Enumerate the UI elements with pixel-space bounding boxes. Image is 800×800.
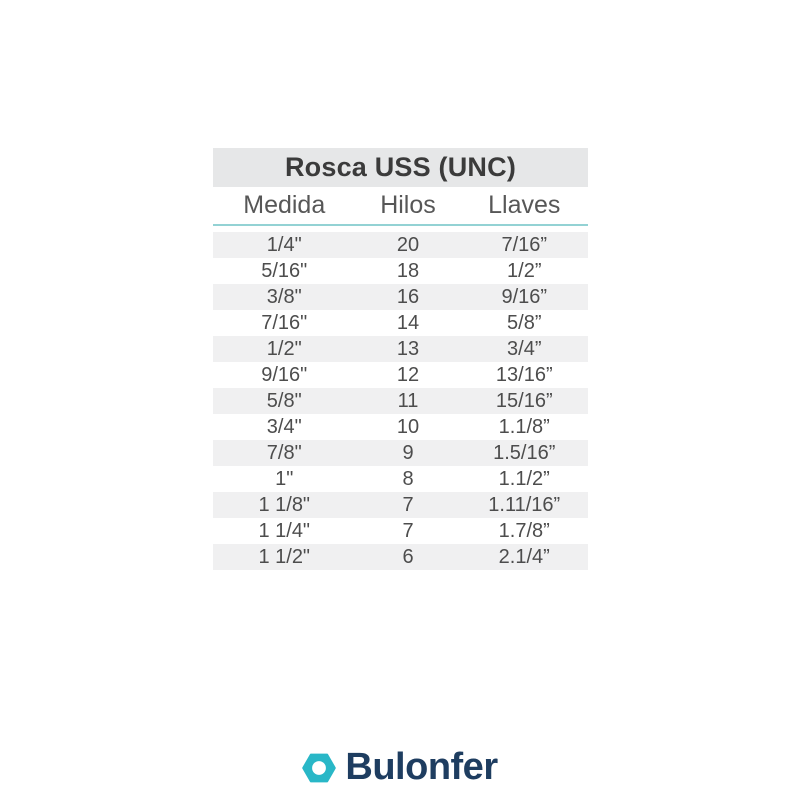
column-header-hilos: Hilos [380, 191, 436, 219]
thread-spec-table: Rosca USS (UNC) Medida Hilos Llaves 1/4"… [213, 148, 588, 570]
table-cell: 7 [402, 519, 414, 542]
table-row: 5/16" 18 1/2” [213, 258, 588, 284]
table-cell: 1 1/2" [258, 545, 311, 568]
brand-name: Bulonfer [345, 746, 498, 788]
table-cell: 1.11/16” [488, 493, 561, 516]
table-cell: 20 [396, 233, 420, 256]
table-row: 1 1/2" 6 2.1/4” [213, 544, 588, 570]
table-cell: 7/8" [266, 441, 302, 464]
table-cell: 1/2” [507, 259, 542, 282]
brand-logo: Bulonfer [0, 746, 800, 789]
table-row: 7/16" 14 5/8” [213, 310, 588, 336]
table-row: 1/4" 20 7/16” [213, 232, 588, 258]
table-cell: 9 [402, 441, 414, 464]
table-cell: 9/16" [261, 363, 308, 386]
table-cell: 13 [396, 337, 420, 360]
table-cell: 2.1/4” [498, 545, 550, 568]
table-row: 3/4" 10 1.1/8” [213, 414, 588, 440]
column-header-row: Medida Hilos Llaves [213, 187, 588, 226]
table-title-band: Rosca USS (UNC) [213, 148, 588, 187]
table-cell: 7 [402, 493, 414, 516]
table-cell: 12 [396, 363, 420, 386]
table-cell: 1 1/4" [258, 519, 311, 542]
table-body: 1/4" 20 7/16” 5/16" 18 1/2” 3/8" 16 9/16” 7/16" 14… [213, 232, 588, 570]
table-cell: 1/4" [266, 233, 302, 256]
table-cell: 16 [396, 285, 420, 308]
table-cell: 11 [397, 389, 419, 412]
table-row: 1 1/4" 7 1.7/8” [213, 518, 588, 544]
column-header-llaves: Llaves [488, 191, 561, 219]
table-cell: 1/2" [266, 337, 302, 360]
table-cell: 1.7/8” [498, 519, 550, 542]
table-cell: 7/16” [501, 233, 548, 256]
table-cell: 3/4" [266, 415, 302, 438]
table-cell: 14 [396, 311, 420, 334]
table-cell: 9/16” [501, 285, 548, 308]
table-cell: 8 [402, 467, 414, 490]
table-row: 7/8" 9 1.5/16” [213, 440, 588, 466]
table-cell: 1.5/16” [493, 441, 556, 464]
table-cell: 15/16” [495, 389, 553, 412]
hexagon-nut-icon [302, 753, 337, 782]
table-cell: 1" [275, 467, 294, 490]
table-title: Rosca USS (UNC) [284, 152, 517, 182]
table-cell: 3/4” [507, 337, 542, 360]
table-cell: 10 [396, 415, 420, 438]
table-cell: 7/16" [261, 311, 308, 334]
table-cell: 1.1/2” [498, 467, 550, 490]
table-row: 1/2" 13 3/4” [213, 336, 588, 362]
table-cell: 6 [402, 545, 414, 568]
table-cell: 1 1/8" [258, 493, 311, 516]
table-row: 5/8" 11 15/16” [213, 388, 588, 414]
table-cell: 13/16” [495, 363, 553, 386]
table-cell: 3/8" [266, 285, 302, 308]
table-cell: 5/8" [266, 389, 302, 412]
column-header-medida: Medida [243, 191, 326, 219]
table-row: 3/8" 16 9/16” [213, 284, 588, 310]
table-cell: 18 [396, 259, 420, 282]
table-row: 9/16" 12 13/16” [213, 362, 588, 388]
table-cell: 5/16" [261, 259, 308, 282]
table-row: 1 1/8" 7 1.11/16” [213, 492, 588, 518]
table-row: 1" 8 1.1/2” [213, 466, 588, 492]
table-cell: 1.1/8” [498, 415, 550, 438]
table-cell: 5/8” [507, 311, 542, 334]
